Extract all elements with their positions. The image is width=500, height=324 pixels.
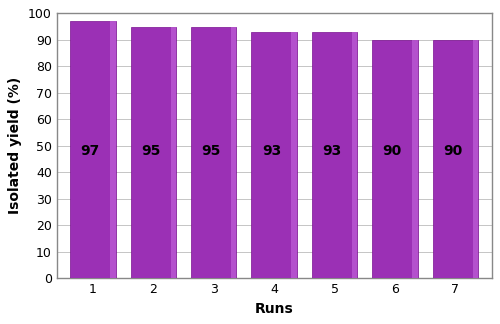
- Bar: [472, 40, 478, 278]
- Text: 95: 95: [141, 144, 161, 158]
- Y-axis label: Isolated yield (%): Isolated yield (%): [8, 77, 22, 214]
- Bar: [312, 32, 357, 278]
- Bar: [292, 32, 297, 278]
- Text: 90: 90: [382, 144, 402, 158]
- Bar: [433, 40, 478, 278]
- Bar: [412, 40, 418, 278]
- Bar: [372, 40, 418, 278]
- Text: 90: 90: [443, 144, 462, 158]
- Bar: [130, 27, 176, 278]
- Bar: [352, 32, 357, 278]
- Bar: [191, 27, 236, 278]
- Bar: [170, 27, 176, 278]
- Text: 93: 93: [322, 144, 342, 158]
- Bar: [252, 32, 297, 278]
- Text: 97: 97: [80, 144, 100, 158]
- X-axis label: Runs: Runs: [255, 302, 294, 316]
- Bar: [110, 21, 116, 278]
- Bar: [70, 21, 116, 278]
- Bar: [231, 27, 236, 278]
- Text: 95: 95: [202, 144, 220, 158]
- Text: 93: 93: [262, 144, 281, 158]
